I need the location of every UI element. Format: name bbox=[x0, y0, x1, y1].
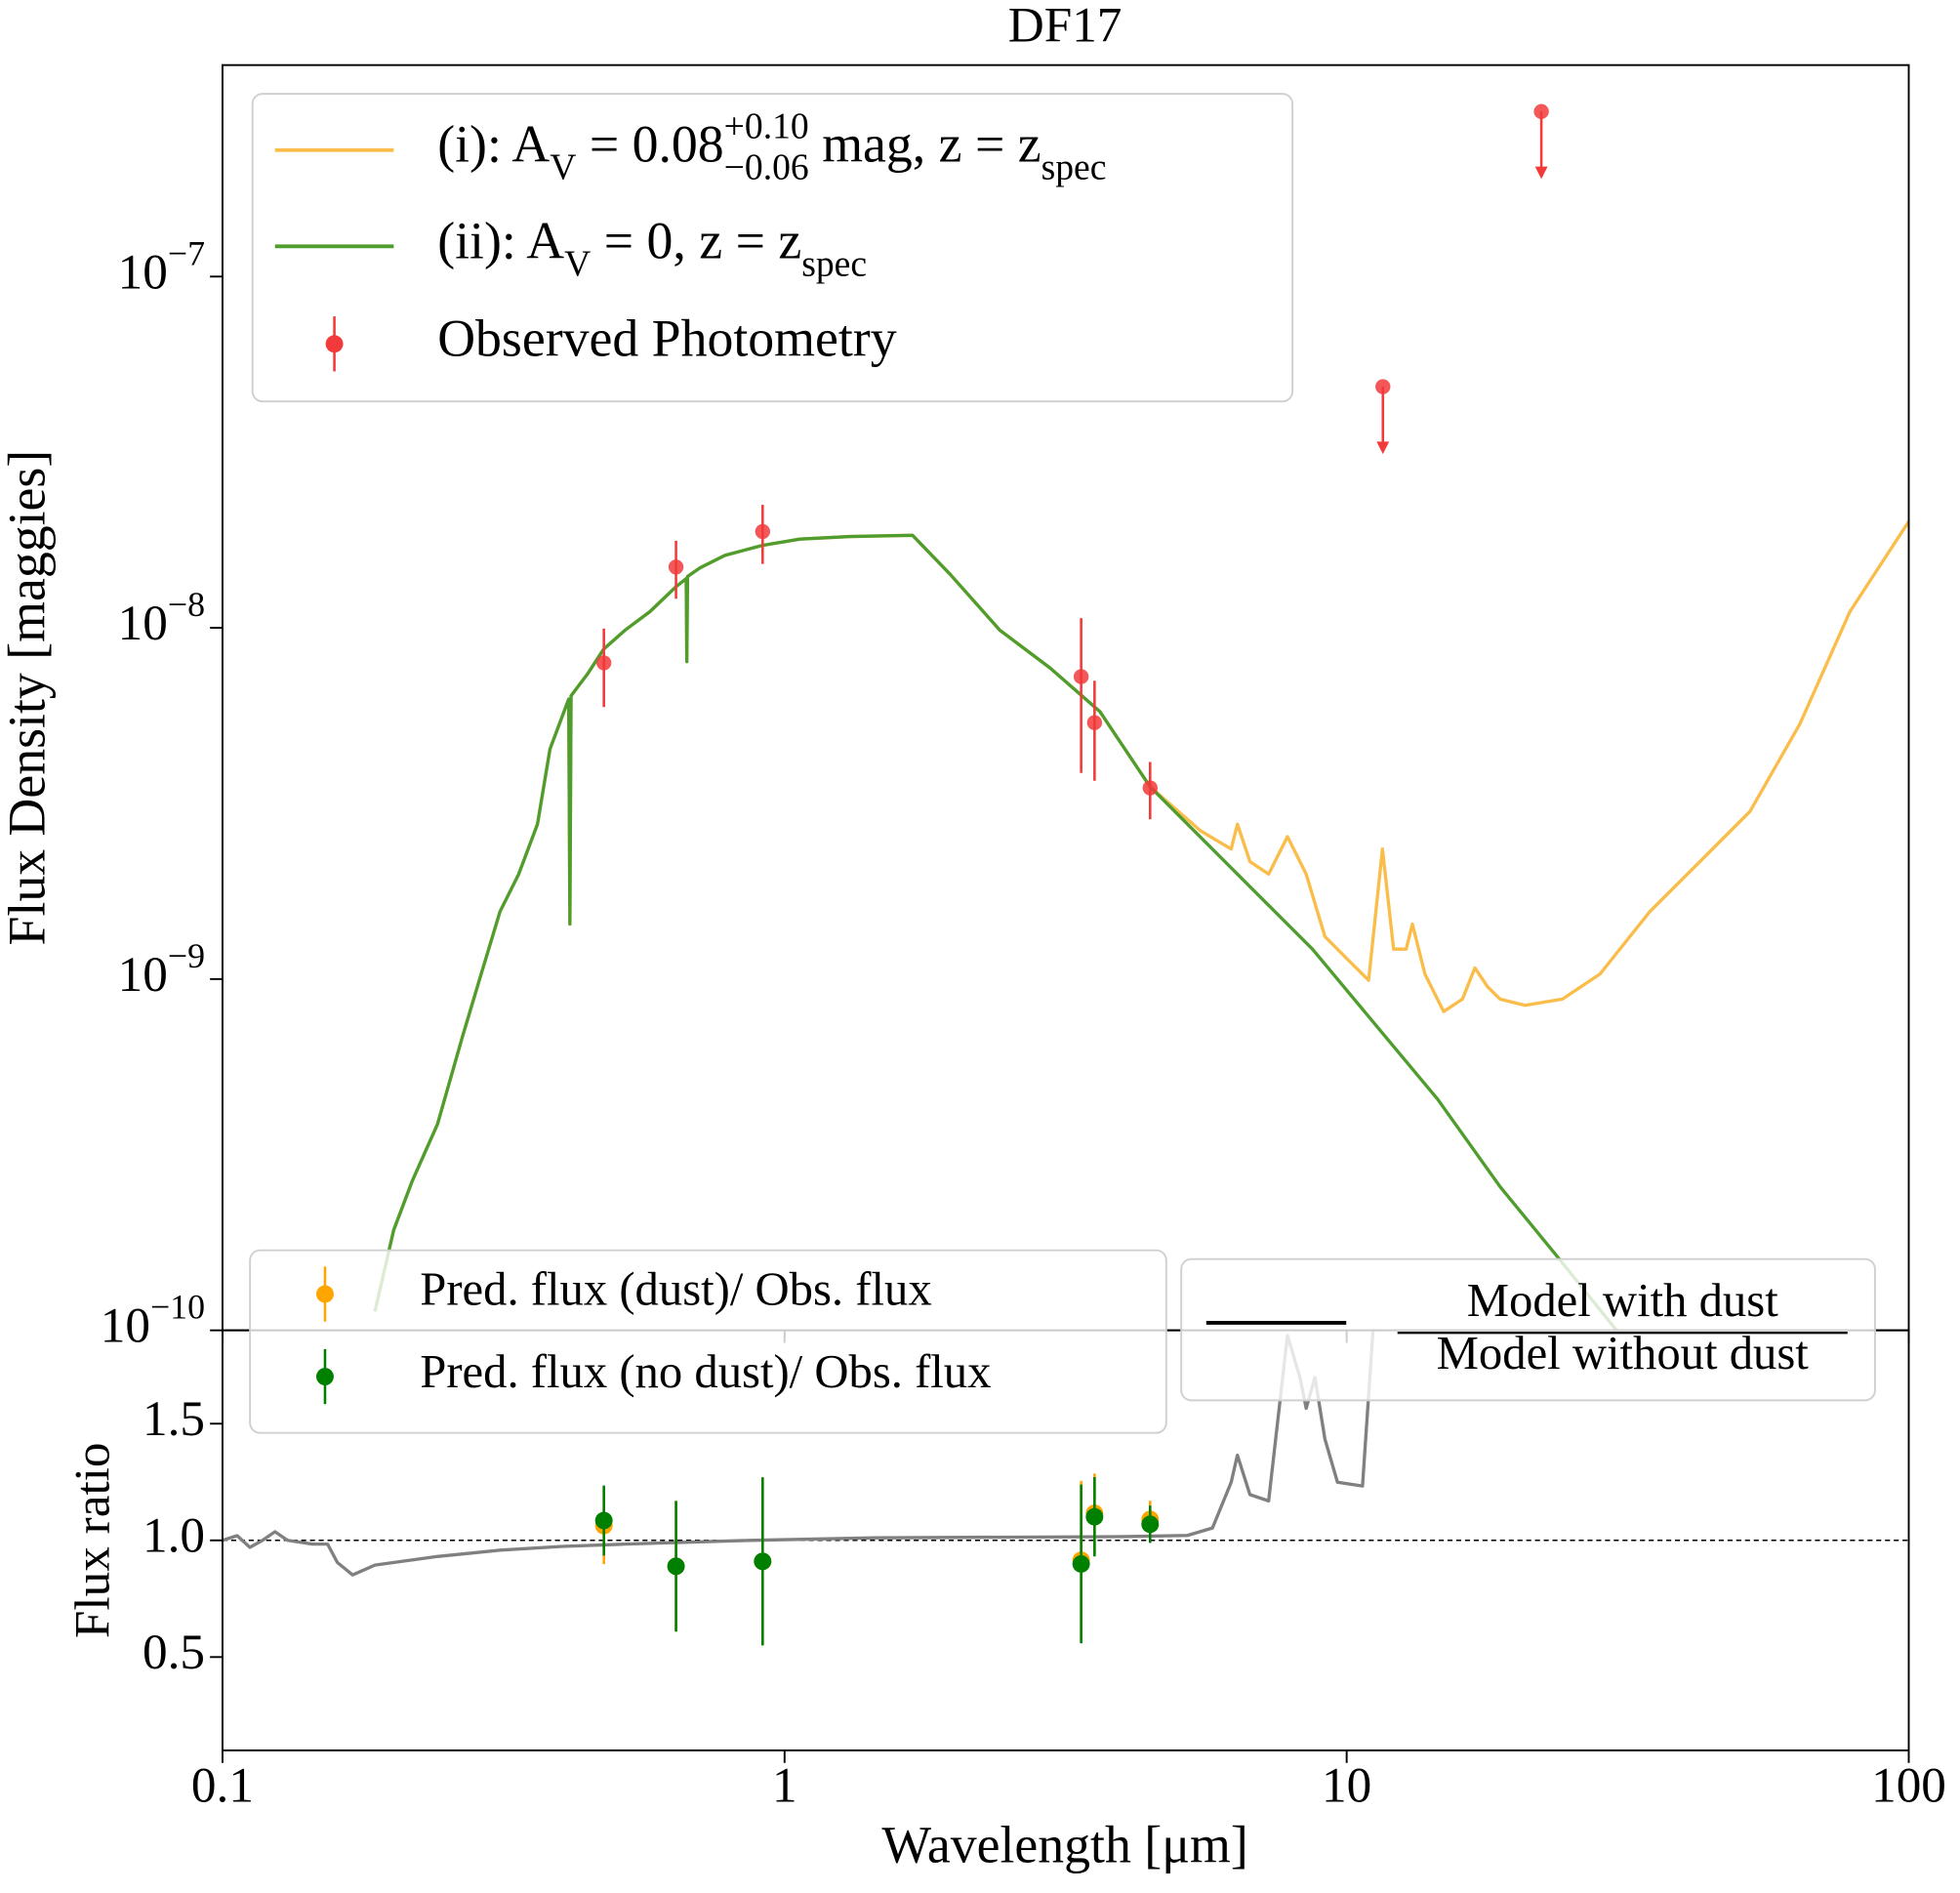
chart-title: DF17 bbox=[1008, 0, 1123, 54]
data-point bbox=[1086, 680, 1103, 781]
script-text: spec bbox=[1041, 146, 1107, 187]
marker bbox=[1375, 379, 1391, 394]
y-tick-label: 1.0 bbox=[143, 1508, 205, 1564]
text-run: (ii): A bbox=[437, 212, 564, 270]
legend-label: Observed Photometry bbox=[437, 309, 896, 368]
script-text: +0.10 bbox=[724, 105, 809, 146]
script-text: −8 bbox=[168, 585, 205, 624]
data-point bbox=[1073, 618, 1089, 773]
marker bbox=[1086, 715, 1103, 730]
marker bbox=[1141, 1515, 1160, 1534]
series-line bbox=[373, 533, 1618, 1331]
y-tick-label: 10−10 bbox=[101, 1288, 205, 1354]
marker bbox=[754, 1552, 772, 1571]
legend-label: (i): AV = 0.08+0.10 −0.06 mag, z = zspec bbox=[437, 105, 1106, 187]
data-point bbox=[1085, 1477, 1104, 1557]
legend-label: Pred. flux (no dust)/ Obs. flux bbox=[420, 1345, 991, 1398]
text-run: = 0.08 bbox=[576, 115, 723, 174]
text-run: = 0, z = z bbox=[591, 212, 801, 270]
data-point bbox=[754, 1477, 772, 1646]
legend-label: Model without dust bbox=[1437, 1327, 1810, 1379]
data-point bbox=[667, 1501, 685, 1632]
data-point bbox=[1533, 103, 1549, 180]
script-text: −10 bbox=[150, 1288, 205, 1327]
y-axis-label: Flux Density [maggies] bbox=[0, 450, 57, 946]
marker bbox=[1085, 1507, 1104, 1526]
x-tick-label: 1 bbox=[772, 1758, 797, 1814]
data-point bbox=[594, 1485, 613, 1556]
text-run: mag, z = z bbox=[809, 115, 1041, 174]
upper-limit-head bbox=[1534, 166, 1548, 180]
marker bbox=[1533, 103, 1549, 119]
script-text: −0.06 bbox=[724, 146, 809, 187]
x-tick-label: 10 bbox=[1322, 1758, 1371, 1814]
data-point bbox=[595, 628, 612, 708]
marker bbox=[755, 523, 770, 540]
marker bbox=[667, 1557, 685, 1576]
x-tick-label: 0.1 bbox=[191, 1758, 254, 1814]
legend-box bbox=[1180, 1257, 1876, 1402]
text-run: 10 bbox=[118, 244, 168, 300]
script-text: spec bbox=[801, 243, 867, 284]
marker bbox=[594, 1511, 613, 1530]
upper-limit-head bbox=[1376, 441, 1390, 455]
legend-box bbox=[251, 93, 1294, 403]
y-axis-label: Flux ratio bbox=[65, 1442, 121, 1638]
text-run: 10 bbox=[101, 1297, 150, 1353]
y-tick-label: 10−9 bbox=[118, 936, 205, 1003]
text-run: 10 bbox=[118, 596, 168, 651]
data-point bbox=[1072, 1484, 1090, 1644]
data-point bbox=[668, 540, 684, 599]
y-tick-label: 10−8 bbox=[118, 585, 205, 651]
y-tick-label: 1.5 bbox=[143, 1391, 205, 1447]
data-point bbox=[1142, 761, 1158, 820]
marker bbox=[1073, 669, 1089, 684]
data-point bbox=[1375, 379, 1391, 455]
legend-swatch bbox=[315, 1368, 334, 1385]
series-line bbox=[222, 1330, 1375, 1577]
text-run: 10 bbox=[118, 947, 168, 1003]
x-tick-label: 100 bbox=[1871, 1758, 1946, 1814]
legend-swatch bbox=[315, 1285, 334, 1303]
marker bbox=[1142, 780, 1158, 796]
legend-box bbox=[249, 1249, 1167, 1434]
legend-label: Model with dust bbox=[1467, 1274, 1778, 1327]
script-text: −9 bbox=[168, 936, 205, 975]
marker bbox=[595, 655, 612, 671]
legend-label: (ii): AV = 0, z = zspec bbox=[437, 212, 867, 284]
script-text: V bbox=[550, 146, 576, 187]
script-text: −7 bbox=[168, 234, 205, 273]
text-run: (i): A bbox=[437, 115, 550, 174]
marker bbox=[668, 559, 684, 575]
y-tick-label: 10−7 bbox=[118, 234, 205, 301]
y-tick-label: 0.5 bbox=[143, 1625, 205, 1680]
x-axis-label: Wavelength [μm] bbox=[881, 1816, 1247, 1874]
legend-swatch bbox=[325, 335, 344, 353]
legend: Pred. flux (dust)/ Obs. flux Pred. flux (… bbox=[249, 1249, 1167, 1434]
data-point bbox=[1141, 1505, 1160, 1543]
marker bbox=[1072, 1554, 1090, 1573]
script-text: V bbox=[564, 243, 591, 284]
legend-label: Pred. flux (dust)/ Obs. flux bbox=[420, 1263, 931, 1316]
data-point bbox=[755, 505, 770, 564]
legend: (i): AV = 0.08+0.10 −0.06 mag, z = zspec(… bbox=[251, 93, 1294, 403]
